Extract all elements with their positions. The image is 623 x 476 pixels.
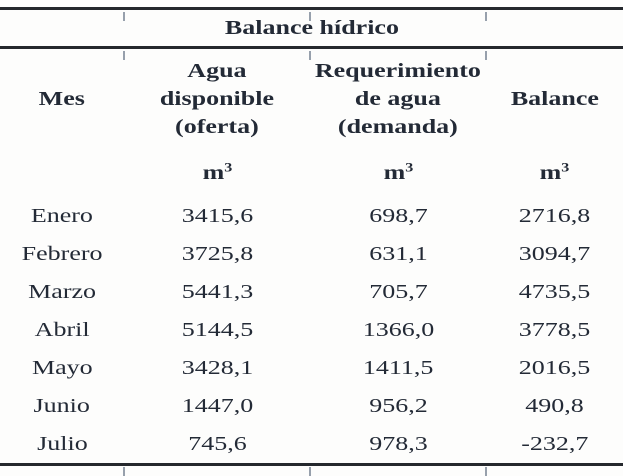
column-rule-tick — [309, 51, 311, 60]
cell-oferta: 1447,0 — [181, 394, 253, 417]
units-cell-empty — [0, 149, 124, 197]
header-line: (oferta) — [175, 116, 259, 138]
table-row-abril: Abril 5144,5 1366,0 3778,5 — [0, 311, 623, 349]
units-row: m3 m3 m3 — [0, 149, 623, 197]
table-title-text: Balance hídrico — [224, 16, 399, 39]
cell-mes: Mayo — [31, 356, 93, 379]
column-rule-tick — [485, 467, 487, 476]
balance-table: Balance hídrico Mes Agua disponible (ofe… — [0, 7, 623, 466]
column-rule-tick — [123, 12, 125, 21]
table-row-marzo: Marzo 5441,3 705,7 4735,5 — [0, 273, 623, 311]
table-title: Balance hídrico — [0, 8, 623, 49]
table-row-febrero: Febrero 3725,8 631,1 3094,7 — [0, 235, 623, 273]
header-line: (demanda) — [338, 116, 458, 138]
unit-m3-oferta: m3 — [202, 159, 232, 184]
cell-oferta: 3428,1 — [181, 356, 253, 379]
cell-demanda: 956,2 — [368, 394, 428, 417]
cell-oferta: 745,6 — [187, 432, 247, 455]
column-rule-tick — [309, 12, 311, 21]
cell-oferta: 5441,3 — [181, 280, 253, 303]
column-header-requerimiento: Requerimiento de agua (demanda) — [310, 48, 486, 150]
document-page: Balance hídrico Mes Agua disponible (ofe… — [0, 7, 623, 476]
cell-mes: Febrero — [21, 242, 103, 265]
column-rule-tick — [309, 467, 311, 476]
table-row-mayo: Mayo 3428,1 1411,5 2016,5 — [0, 349, 623, 387]
cell-balance: 3778,5 — [518, 318, 591, 341]
cell-balance: 4735,5 — [518, 280, 591, 303]
table-row-julio: Julio 745,6 978,3 -232,7 — [0, 425, 623, 465]
cell-mes: Julio — [36, 432, 88, 455]
header-line: Requerimiento — [314, 60, 482, 82]
cell-demanda: 978,3 — [368, 432, 428, 455]
cell-balance: 490,8 — [525, 394, 584, 417]
column-header-mes: Mes — [38, 87, 86, 110]
column-rule-tick — [123, 467, 125, 476]
column-header-balance: Balance — [510, 87, 599, 110]
header-line: Agua — [187, 60, 247, 82]
cell-balance: -232,7 — [520, 432, 589, 455]
column-rule-tick — [485, 12, 487, 21]
cell-mes: Abril — [34, 318, 90, 341]
table-row-enero: Enero 3415,6 698,7 2716,8 — [0, 197, 623, 235]
column-rule-tick — [123, 51, 125, 60]
cell-demanda: 1366,0 — [362, 318, 434, 341]
cell-demanda: 1411,5 — [362, 356, 434, 379]
column-rule-tick — [485, 51, 487, 60]
table-header-row: Mes Agua disponible (oferta) Requerimien… — [0, 48, 623, 150]
cell-mes: Enero — [30, 204, 94, 227]
cell-balance: 2016,5 — [518, 356, 591, 379]
cell-oferta: 3725,8 — [181, 242, 253, 265]
table-row-junio: Junio 1447,0 956,2 490,8 — [0, 387, 623, 425]
header-line: disponible — [159, 88, 275, 110]
cell-mes: Marzo — [28, 280, 96, 303]
cell-mes: Junio — [33, 394, 91, 417]
cell-oferta: 3415,6 — [181, 204, 253, 227]
cell-balance: 2716,8 — [518, 204, 591, 227]
cell-balance: 3094,7 — [518, 242, 591, 265]
cell-demanda: 631,1 — [368, 242, 428, 265]
cell-demanda: 698,7 — [368, 204, 428, 227]
unit-m3-demanda: m3 — [383, 159, 413, 184]
cell-demanda: 705,7 — [368, 280, 428, 303]
table-title-row: Balance hídrico — [0, 8, 623, 49]
unit-m3-balance: m3 — [539, 159, 570, 184]
column-header-agua-disponible: Agua disponible (oferta) — [124, 48, 310, 150]
cell-oferta: 5144,5 — [181, 318, 253, 341]
header-line: de agua — [355, 88, 441, 110]
